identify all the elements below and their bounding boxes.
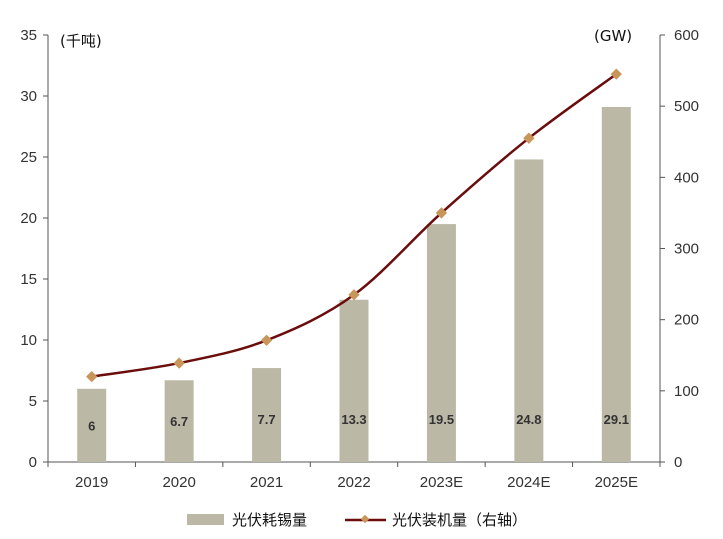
left-axis-tick-label: 0	[29, 454, 37, 471]
legend-line-label: 光伏装机量（右轴）	[392, 511, 527, 529]
bar	[252, 368, 282, 462]
bar	[77, 388, 107, 462]
legend-bar-label: 光伏耗锡量	[232, 511, 307, 529]
legend: 光伏耗锡量 光伏装机量（右轴）	[187, 511, 527, 529]
right-axis-tick-label: 300	[674, 241, 699, 258]
right-axis-tick-label: 400	[674, 169, 699, 186]
bar-data-label: 24.8	[516, 412, 541, 427]
bar-data-label: 7.7	[258, 412, 276, 427]
bar-data-label: 29.1	[604, 412, 629, 427]
bar	[601, 106, 631, 462]
bar-data-label: 6	[88, 418, 95, 433]
x-axis-tick-label: 2020	[162, 474, 195, 491]
legend-line-marker	[360, 514, 370, 524]
right-axis-tick-label: 0	[674, 454, 682, 471]
line-point-marker	[435, 207, 448, 219]
right-axis-tick-label: 600	[674, 27, 699, 44]
x-axis-tick-label: 2025E	[595, 474, 638, 491]
left-axis-tick-label: 35	[20, 27, 37, 44]
left-axis-tick-label: 25	[20, 149, 37, 166]
x-axis-tick-label: 2022	[337, 474, 370, 491]
line-point-marker	[86, 370, 98, 383]
line-point-marker	[523, 132, 535, 144]
right-axis-unit: (GW)	[594, 27, 632, 45]
line-point-marker	[173, 357, 185, 369]
x-axis-tick-label: 2019	[75, 474, 108, 491]
bar	[426, 224, 456, 462]
legend-bar-swatch	[187, 514, 224, 525]
left-axis-unit: (千吨)	[60, 32, 102, 50]
line-point-marker	[348, 289, 360, 301]
line-layer	[86, 68, 622, 383]
labels-layer: 6 6.7 7.7 13.3 19.5 24.8 29.1	[88, 412, 629, 433]
line-point-marker	[260, 334, 273, 346]
left-axis-tick-label: 10	[20, 332, 37, 349]
x-axis-tick-label: 2023E	[420, 474, 463, 491]
bar	[514, 159, 544, 462]
bar	[339, 299, 369, 462]
left-axis-tick-label: 30	[20, 88, 37, 105]
bar	[164, 380, 194, 462]
right-axis-tick-label: 200	[674, 312, 699, 329]
x-axis-tick-label: 2024E	[507, 474, 550, 491]
axes-layer: 0 5 10 15 20 25 30 35 0 100 200 300 400 500 600 2019 202…	[20, 27, 699, 491]
x-axis-tick-label: 2021	[250, 474, 283, 491]
bar-data-label: 13.3	[341, 412, 366, 427]
bar-data-label: 6.7	[170, 414, 188, 429]
bar-data-label: 19.5	[429, 412, 454, 427]
bars-layer	[77, 106, 631, 462]
right-axis-tick-label: 500	[674, 98, 699, 115]
left-axis-tick-label: 5	[29, 393, 37, 410]
left-axis-tick-label: 20	[20, 210, 37, 227]
left-axis-tick-label: 15	[20, 271, 37, 288]
right-axis-tick-label: 100	[674, 383, 699, 400]
